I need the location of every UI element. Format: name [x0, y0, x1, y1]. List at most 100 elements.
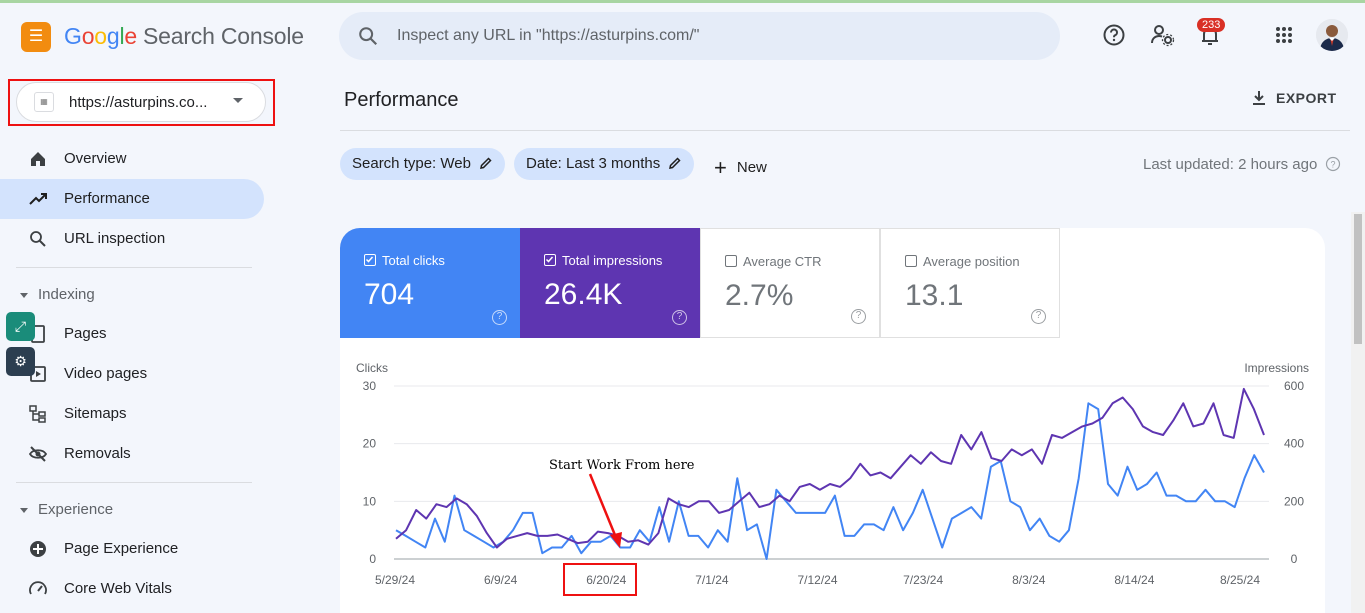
date-highlight-box	[563, 563, 637, 596]
gear-icon[interactable]: ⚙	[6, 347, 35, 376]
scrollbar[interactable]	[1351, 212, 1365, 613]
google-wordmark: Google	[64, 23, 137, 49]
help-icon[interactable]: ?	[851, 309, 866, 324]
sidebar-item-label: Video pages	[64, 365, 148, 382]
metric-total-clicks[interactable]: Total clicks 704 ?	[340, 228, 520, 338]
y-tick-label-right: 400	[1284, 437, 1304, 451]
series-line-clicks	[395, 402, 1265, 560]
sidebar-item-overview[interactable]: Overview	[0, 139, 264, 179]
checkbox-unchecked[interactable]	[725, 255, 737, 267]
performance-card: Total clicks 704 ? Total impressions 26.…	[340, 228, 1325, 613]
sidebar-item-label: Overview	[64, 150, 127, 167]
sidebar-item-removals[interactable]: Removals	[0, 434, 264, 474]
x-tick-label: 6/9/24	[484, 573, 518, 587]
y-tick-label-left: 10	[363, 494, 377, 508]
section-indexing[interactable]: Indexing	[20, 286, 95, 303]
last-updated: Last updated: 2 hours ago ?	[1143, 156, 1341, 173]
section-title: Indexing	[38, 286, 95, 303]
sidebar-item-label: Removals	[64, 445, 131, 462]
annotation-arrowhead	[610, 532, 622, 548]
download-icon	[1253, 91, 1265, 105]
search-input[interactable]	[397, 12, 1037, 60]
avatar[interactable]	[1316, 19, 1348, 51]
x-tick-label: 8/25/24	[1220, 573, 1260, 587]
x-tick-label: 7/12/24	[797, 573, 837, 587]
app-logo[interactable]: Google Search Console	[64, 23, 304, 50]
property-url: https://asturpins.co...	[69, 94, 208, 111]
notification-count-badge: 233	[1197, 18, 1226, 32]
sidebar-item-label: Core Web Vitals	[64, 580, 172, 597]
sidebar-item-url-inspection[interactable]: URL inspection	[0, 219, 264, 259]
sidebar-item-label: Sitemaps	[64, 405, 127, 422]
search-icon	[359, 27, 378, 46]
export-label: EXPORT	[1276, 90, 1337, 106]
help-icon[interactable]: ?	[1031, 309, 1046, 324]
url-inspection-search[interactable]	[339, 12, 1060, 60]
page-experience-icon	[30, 541, 46, 557]
x-tick-label: 7/23/24	[903, 573, 943, 587]
divider	[340, 130, 1350, 131]
export-button[interactable]: EXPORT	[1250, 89, 1337, 107]
sidebar-item-sitemaps[interactable]: Sitemaps	[0, 394, 264, 434]
metric-average-ctr[interactable]: Average CTR 2.7% ?	[700, 228, 880, 338]
collapse-icon	[20, 507, 28, 513]
product-name: Search Console	[143, 23, 304, 49]
y-tick-label-right: 0	[1291, 552, 1298, 566]
user-settings-icon[interactable]	[1148, 21, 1176, 49]
sidebar-item-label: URL inspection	[64, 230, 166, 247]
x-tick-label: 7/1/24	[695, 573, 729, 587]
trending-up-icon	[29, 193, 47, 205]
sidebar-item-page-experience[interactable]: Page Experience	[0, 529, 264, 569]
scrollbar-thumb[interactable]	[1354, 214, 1362, 344]
menu-icon[interactable]: ☰	[21, 22, 51, 52]
help-icon[interactable]: ?	[492, 310, 507, 325]
checkbox-checked[interactable]	[364, 254, 376, 266]
page-title: Performance	[344, 89, 459, 111]
x-tick-label: 5/29/24	[375, 573, 415, 587]
annotation-text: Start Work From here	[549, 458, 695, 473]
y-tick-label-left: 30	[363, 379, 377, 393]
filter-chip-search-type[interactable]: Search type: Web	[340, 148, 505, 180]
annotation-arrow	[588, 473, 619, 541]
edit-pencil-icon	[479, 157, 492, 169]
metric-label: Average CTR	[743, 254, 822, 269]
removals-icon	[28, 446, 48, 462]
checkbox-unchecked[interactable]	[905, 255, 917, 267]
performance-chart: Clicks Impressions 30 600 20 400 10 200 0 0 5/2…	[356, 361, 1309, 596]
speed-icon	[29, 581, 47, 595]
svg-text:?: ?	[1331, 160, 1336, 170]
metric-total-impressions[interactable]: Total impressions 26.4K ?	[520, 228, 700, 338]
collapse-icon	[20, 292, 28, 298]
metric-label: Total clicks	[382, 253, 445, 268]
search-icon	[30, 231, 46, 247]
property-selector[interactable]: ▦ https://asturpins.co...	[16, 82, 266, 122]
new-filter-button[interactable]: + New	[714, 155, 767, 181]
apps-grid-icon[interactable]	[1270, 21, 1298, 49]
annotation: Start Work From here	[549, 458, 695, 548]
expand-extension-icon[interactable]: ⤢	[6, 312, 35, 341]
section-title: Experience	[38, 501, 114, 518]
help-icon[interactable]: ?	[672, 310, 687, 325]
left-axis-label: Clicks	[356, 361, 388, 375]
sidebar-item-performance[interactable]: Performance	[0, 179, 264, 219]
metric-label: Total impressions	[562, 253, 663, 268]
filter-chip-date[interactable]: Date: Last 3 months	[514, 148, 695, 180]
divider	[16, 482, 252, 483]
sidebar-item-label: Pages	[64, 325, 107, 342]
home-icon	[31, 152, 45, 166]
x-tick-label: 8/14/24	[1114, 573, 1154, 587]
section-experience[interactable]: Experience	[20, 501, 113, 518]
help-icon[interactable]: ?	[1325, 156, 1341, 172]
help-icon[interactable]	[1100, 21, 1128, 49]
edit-pencil-icon	[669, 157, 681, 169]
y-tick-label-left: 20	[363, 437, 377, 451]
metric-label: Average position	[923, 254, 1020, 269]
metric-average-position[interactable]: Average position 13.1 ?	[880, 228, 1060, 338]
sidebar-item-video-pages[interactable]: Video pages	[0, 354, 264, 394]
sidebar-item-core-web-vitals[interactable]: Core Web Vitals	[0, 569, 264, 609]
x-tick-label: 8/3/24	[1012, 573, 1046, 587]
sidebar-item-pages[interactable]: Pages	[0, 314, 264, 354]
right-axis-label: Impressions	[1244, 361, 1309, 375]
checkbox-checked[interactable]	[544, 254, 556, 266]
